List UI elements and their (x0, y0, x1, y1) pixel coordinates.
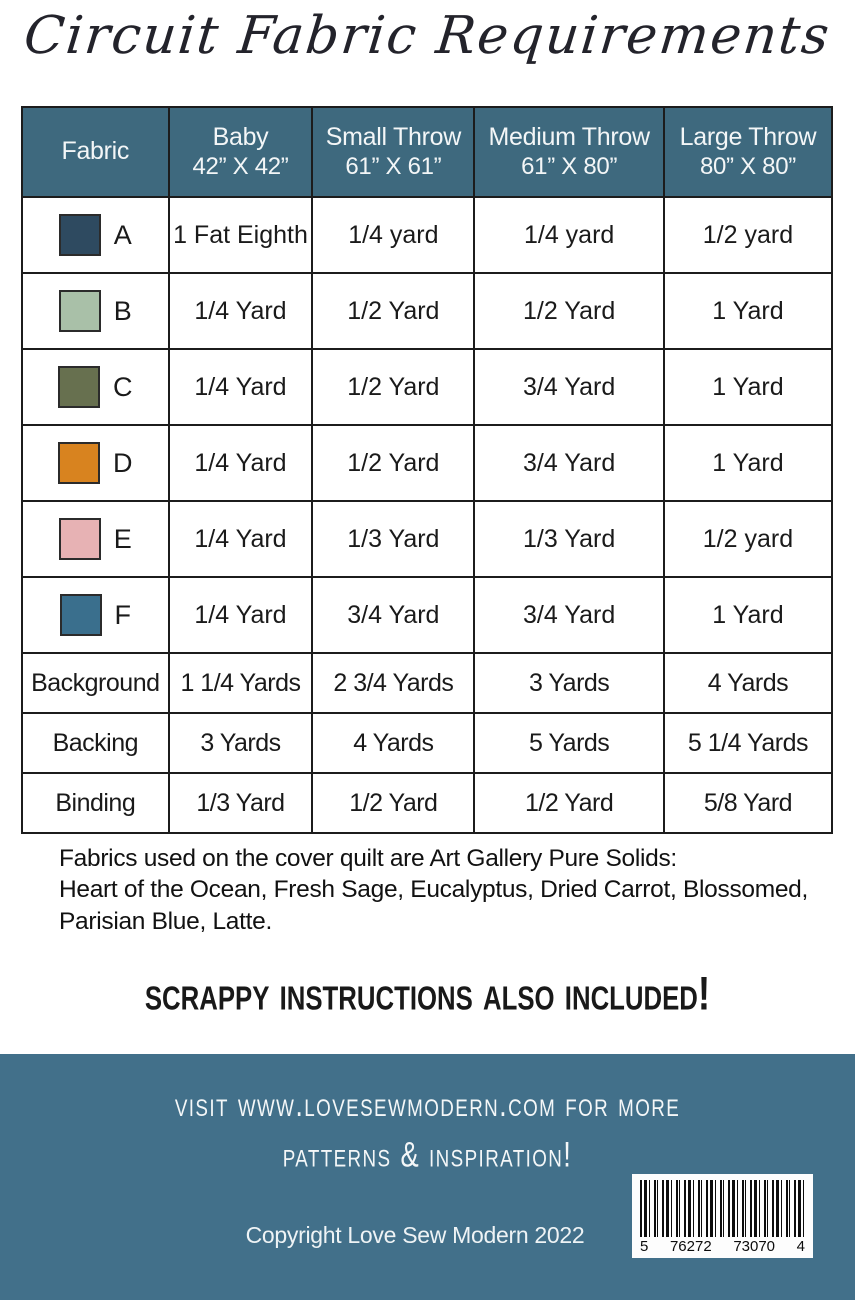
fabric-b-swatch (58, 290, 101, 332)
fabric-d-swatch (58, 442, 101, 484)
cell-value: 1/2 Yard (473, 772, 665, 834)
fabric-letter: F (114, 599, 132, 630)
cell-value: 1 Yard (662, 348, 834, 426)
website-promo: Visit www.lovesewmodern.com for more pat… (26, 1080, 830, 1181)
page-title: Circuit Fabric Requirements (21, 6, 834, 66)
cell-value: 1 Yard (662, 424, 834, 502)
cell-value: 1/3 Yard (473, 500, 665, 578)
website-promo-line2: patterns & Inspiration! (282, 1136, 573, 1175)
cell-value: 4 Yards (662, 652, 834, 714)
cell-value: 1/3 Yard (311, 500, 476, 578)
column-size: 80” X 80” (699, 152, 796, 180)
table-row-binding: Binding 1/3 Yard 1/2 Yard 1/2 Yard 5/8 Y… (21, 772, 834, 834)
column-size: 61” X 80” (521, 152, 618, 180)
cell-value: 1/2 Yard (311, 772, 476, 834)
cell-value: 1 1/4 Yards (167, 652, 314, 714)
fabric-a-swatch (58, 214, 101, 256)
cell-value: 3 Yards (473, 652, 665, 714)
barcode: 5 76272 73070 4 (632, 1174, 813, 1258)
cell-value: 1/2 Yard (311, 424, 476, 502)
cell-value: 1/4 Yard (167, 576, 314, 654)
column-label: Fabric (61, 137, 130, 166)
fabric-c-swatch (58, 366, 101, 408)
fabrics-note: Fabrics used on the cover quilt are Art … (59, 843, 809, 937)
fabric-e-swatch (58, 518, 101, 560)
barcode-digit-trail: 4 (796, 1238, 805, 1255)
header-baby: Baby 42” X 42” (167, 106, 314, 198)
cell-value: 1/4 Yard (167, 272, 314, 350)
cell-value: 3/4 Yard (473, 576, 665, 654)
cell-value: 1 Yard (662, 576, 834, 654)
scrappy-banner: Scrappy instructions also included! (144, 968, 711, 1020)
footer-band: Visit www.lovesewmodern.com for more pat… (0, 1054, 855, 1300)
barcode-digits: 5 76272 73070 4 (640, 1237, 805, 1255)
table-row-fabric-c: C 1/4 Yard 1/2 Yard 3/4 Yard 1 Yard (21, 348, 834, 426)
cell-value: 3/4 Yard (473, 424, 665, 502)
cell-value: 3/4 Yard (311, 576, 476, 654)
barcode-digit-group: 73070 (733, 1238, 776, 1255)
cell-value: 1/4 yard (311, 196, 476, 274)
fabric-f-swatch (59, 594, 102, 636)
note-line: Parisian Blue, Latte. (59, 907, 272, 935)
column-size: 42” X 42” (192, 152, 289, 180)
cell-value: 1/2 Yard (311, 272, 476, 350)
table-row-backing: Backing 3 Yards 4 Yards 5 Yards 5 1/4 Ya… (21, 712, 834, 774)
header-small-throw: Small Throw 61” X 61” (311, 106, 476, 198)
cell-value: 5 Yards (473, 712, 665, 774)
table-row-fabric-e: E 1/4 Yard 1/3 Yard 1/3 Yard 1/2 yard (21, 500, 834, 578)
table-row-background: Background 1 1/4 Yards 2 3/4 Yards 3 Yar… (21, 652, 834, 714)
cell-value: 1/2 Yard (473, 272, 665, 350)
cell-value: 5/8 Yard (662, 772, 834, 834)
column-label: Small Throw (325, 123, 461, 152)
cell-value: 3 Yards (167, 712, 314, 774)
fabric-letter: C (113, 371, 133, 402)
table-row-fabric-a: A 1 Fat Eighth 1/4 yard 1/4 yard 1/2 yar… (21, 196, 834, 274)
table-row-fabric-b: B 1/4 Yard 1/2 Yard 1/2 Yard 1 Yard (21, 272, 834, 350)
cell-value: 5 1/4 Yards (662, 712, 834, 774)
row-label: Binding (21, 772, 170, 834)
column-label: Baby (212, 123, 269, 152)
barcode-bars (640, 1180, 805, 1237)
header-fabric: Fabric (21, 106, 170, 198)
header-large-throw: Large Throw 80” X 80” (662, 106, 834, 198)
cell-value: 1/2 yard (662, 196, 834, 274)
cell-value: 1/4 Yard (167, 424, 314, 502)
note-line: Heart of the Ocean, Fresh Sage, Eucalypt… (59, 876, 808, 904)
column-label: Medium Throw (488, 123, 651, 152)
barcode-digit-lead: 5 (640, 1238, 649, 1255)
copyright-text: Copyright Love Sew Modern 2022 (245, 1222, 585, 1248)
cell-value: 1/2 yard (662, 500, 834, 578)
fabric-letter: D (113, 447, 133, 478)
column-label: Large Throw (679, 123, 817, 152)
fabric-requirements-table: Fabric Baby 42” X 42” Small Throw 61” X … (21, 106, 834, 834)
table-row-fabric-f: F 1/4 Yard 3/4 Yard 3/4 Yard 1 Yard (21, 576, 834, 654)
cell-value: 1 Yard (662, 272, 834, 350)
cell-value: 1/2 Yard (311, 348, 476, 426)
column-size: 61” X 61” (345, 152, 442, 180)
cell-value: 3/4 Yard (473, 348, 665, 426)
cell-value: 1/3 Yard (167, 772, 314, 834)
barcode-digit-group: 76272 (669, 1238, 712, 1255)
table-header-row: Fabric Baby 42” X 42” Small Throw 61” X … (21, 106, 834, 198)
note-line: Fabrics used on the cover quilt are Art … (59, 845, 677, 872)
row-label: Background (21, 652, 170, 714)
table-row-fabric-d: D 1/4 Yard 1/2 Yard 3/4 Yard 1 Yard (21, 424, 834, 502)
fabric-letter: E (113, 523, 132, 554)
cell-value: 1/4 yard (473, 196, 665, 274)
fabric-letter: B (113, 295, 132, 326)
header-medium-throw: Medium Throw 61” X 80” (473, 106, 665, 198)
cell-value: 1 Fat Eighth (167, 196, 314, 274)
website-promo-line1: Visit www.lovesewmodern.com for more (174, 1086, 681, 1125)
cell-value: 2 3/4 Yards (311, 652, 476, 714)
cell-value: 4 Yards (311, 712, 476, 774)
cell-value: 1/4 Yard (167, 348, 314, 426)
cell-value: 1/4 Yard (167, 500, 314, 578)
row-label: Backing (21, 712, 170, 774)
fabric-letter: A (113, 219, 132, 250)
